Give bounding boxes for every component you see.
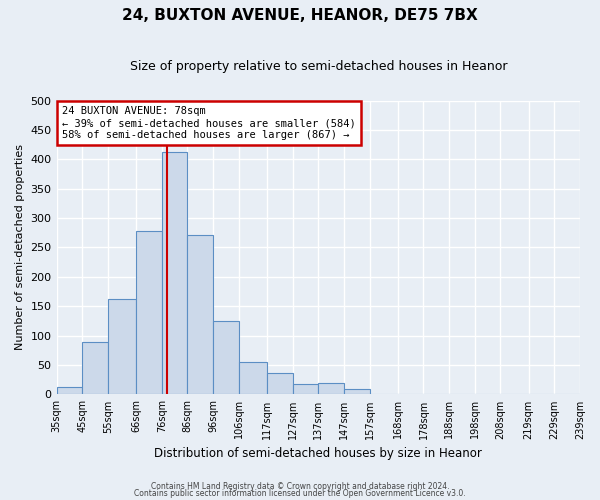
Text: Contains public sector information licensed under the Open Government Licence v3: Contains public sector information licen…	[134, 490, 466, 498]
Bar	[239, 362, 267, 394]
Text: 24, BUXTON AVENUE, HEANOR, DE75 7BX: 24, BUXTON AVENUE, HEANOR, DE75 7BX	[122, 8, 478, 22]
Bar	[344, 388, 370, 394]
Bar	[162, 152, 187, 394]
Text: 24 BUXTON AVENUE: 78sqm
← 39% of semi-detached houses are smaller (584)
58% of s: 24 BUXTON AVENUE: 78sqm ← 39% of semi-de…	[62, 106, 356, 140]
Bar	[136, 231, 162, 394]
Bar	[187, 234, 213, 394]
Bar	[82, 342, 108, 394]
X-axis label: Distribution of semi-detached houses by size in Heanor: Distribution of semi-detached houses by …	[154, 447, 482, 460]
Title: Size of property relative to semi-detached houses in Heanor: Size of property relative to semi-detach…	[130, 60, 507, 73]
Y-axis label: Number of semi-detached properties: Number of semi-detached properties	[15, 144, 25, 350]
Text: Contains HM Land Registry data © Crown copyright and database right 2024.: Contains HM Land Registry data © Crown c…	[151, 482, 449, 491]
Bar	[213, 321, 239, 394]
Bar	[56, 388, 82, 394]
Bar	[293, 384, 318, 394]
Bar	[267, 372, 293, 394]
Bar	[318, 384, 344, 394]
Bar	[108, 298, 136, 394]
